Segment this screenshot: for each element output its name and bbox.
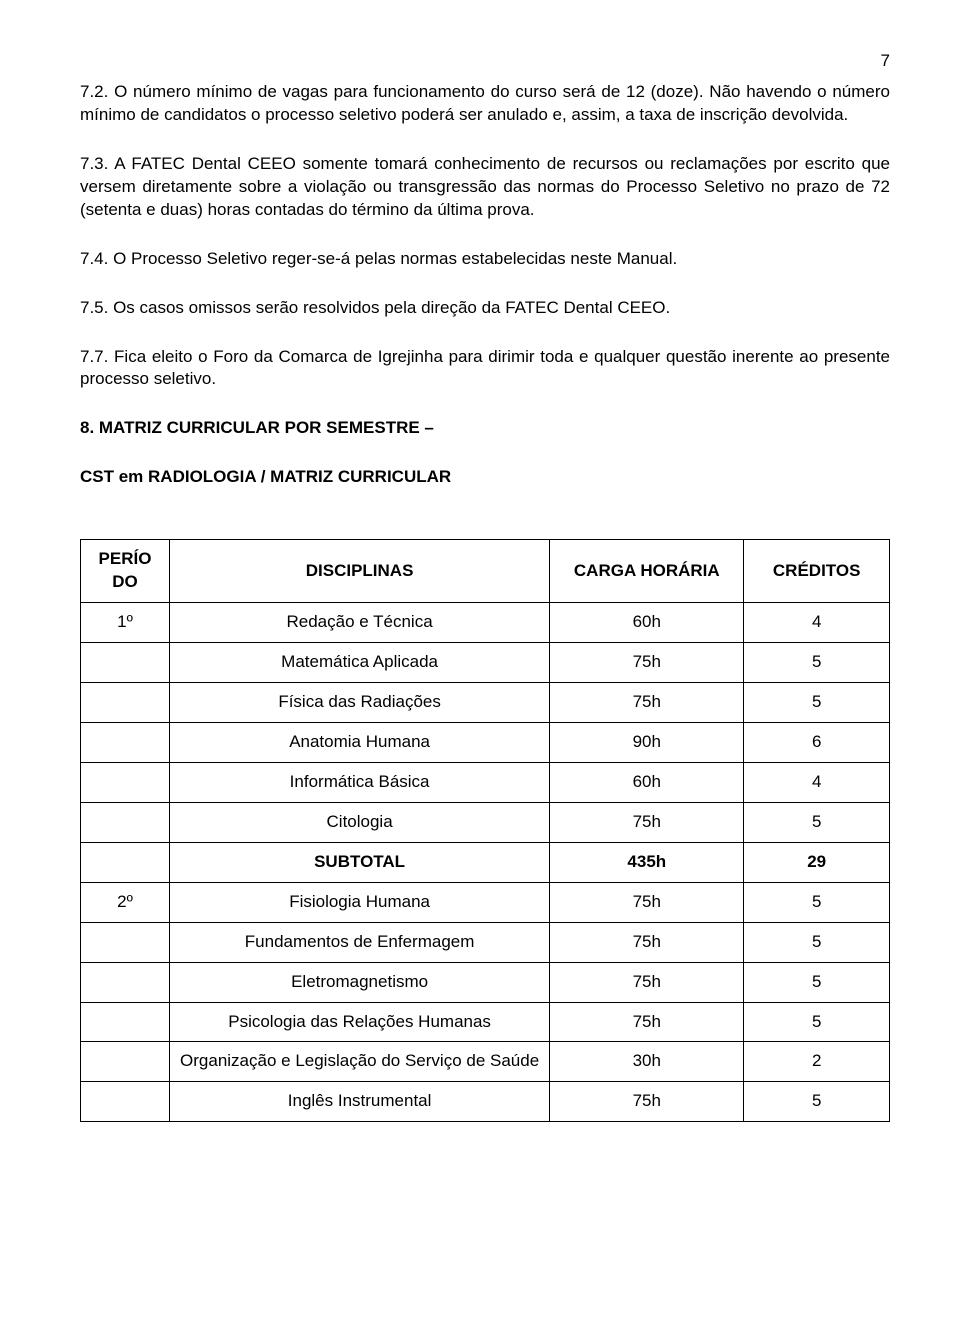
paragraph-7-2: 7.2. O número mínimo de vagas para funci… <box>80 81 890 127</box>
cell-disc: SUBTOTAL <box>169 842 549 882</box>
cell-periodo: 1º <box>81 603 170 643</box>
cell-periodo <box>81 762 170 802</box>
cell-cred: 4 <box>744 603 890 643</box>
cell-carga: 90h <box>550 722 744 762</box>
cell-carga: 75h <box>550 1002 744 1042</box>
cell-cred: 5 <box>744 962 890 1002</box>
table-body: 1ºRedação e Técnica60h4Matemática Aplica… <box>81 603 890 1122</box>
cell-cred: 6 <box>744 722 890 762</box>
cell-carga: 75h <box>550 882 744 922</box>
cell-disc: Anatomia Humana <box>169 722 549 762</box>
cell-periodo <box>81 922 170 962</box>
paragraph-7-4: 7.4. O Processo Seletivo reger-se-á pela… <box>80 248 890 271</box>
cell-disc: Citologia <box>169 802 549 842</box>
cell-carga: 60h <box>550 603 744 643</box>
cell-periodo <box>81 1082 170 1122</box>
table-row: Matemática Aplicada75h5 <box>81 643 890 683</box>
cell-carga: 75h <box>550 1082 744 1122</box>
cell-carga: 75h <box>550 643 744 683</box>
cell-periodo <box>81 1002 170 1042</box>
cell-periodo <box>81 683 170 723</box>
col-creditos: CRÉDITOS <box>744 540 890 603</box>
cell-cred: 5 <box>744 882 890 922</box>
cell-carga: 435h <box>550 842 744 882</box>
cell-periodo <box>81 842 170 882</box>
cell-disc: Eletromagnetismo <box>169 962 549 1002</box>
cell-periodo <box>81 802 170 842</box>
cell-disc: Física das Radiações <box>169 683 549 723</box>
cell-cred: 2 <box>744 1042 890 1082</box>
paragraph-7-3: 7.3. A FATEC Dental CEEO somente tomará … <box>80 153 890 222</box>
section-8-title: 8. MATRIZ CURRICULAR POR SEMESTRE – <box>80 417 890 440</box>
cell-disc: Fundamentos de Enfermagem <box>169 922 549 962</box>
cell-periodo <box>81 722 170 762</box>
table-row: Organização e Legislação do Serviço de S… <box>81 1042 890 1082</box>
table-row: SUBTOTAL435h29 <box>81 842 890 882</box>
cell-carga: 75h <box>550 683 744 723</box>
table-row: Eletromagnetismo75h5 <box>81 962 890 1002</box>
paragraph-7-5: 7.5. Os casos omissos serão resolvidos p… <box>80 297 890 320</box>
cell-carga: 75h <box>550 922 744 962</box>
cell-periodo <box>81 1042 170 1082</box>
cell-disc: Fisiologia Humana <box>169 882 549 922</box>
table-row: Física das Radiações75h5 <box>81 683 890 723</box>
cell-disc: Inglês Instrumental <box>169 1082 549 1122</box>
cell-cred: 29 <box>744 842 890 882</box>
col-disciplinas: DISCIPLINAS <box>169 540 549 603</box>
cell-cred: 5 <box>744 802 890 842</box>
table-row: Anatomia Humana90h6 <box>81 722 890 762</box>
cell-disc: Psicologia das Relações Humanas <box>169 1002 549 1042</box>
table-row: 2ºFisiologia Humana75h5 <box>81 882 890 922</box>
cell-disc: Matemática Aplicada <box>169 643 549 683</box>
cell-cred: 5 <box>744 683 890 723</box>
table-row: Inglês Instrumental75h5 <box>81 1082 890 1122</box>
cst-heading: CST em RADIOLOGIA / MATRIZ CURRICULAR <box>80 466 890 489</box>
table-row: Informática Básica60h4 <box>81 762 890 802</box>
cell-periodo: 2º <box>81 882 170 922</box>
cell-cred: 5 <box>744 1082 890 1122</box>
cell-periodo <box>81 962 170 1002</box>
table-row: Psicologia das Relações Humanas75h5 <box>81 1002 890 1042</box>
cell-carga: 60h <box>550 762 744 802</box>
table-row: Fundamentos de Enfermagem75h5 <box>81 922 890 962</box>
table-row: Citologia75h5 <box>81 802 890 842</box>
cell-disc: Redação e Técnica <box>169 603 549 643</box>
cell-disc: Organização e Legislação do Serviço de S… <box>169 1042 549 1082</box>
cell-cred: 5 <box>744 643 890 683</box>
table-header-row: PERÍO DO DISCIPLINAS CARGA HORÁRIA CRÉDI… <box>81 540 890 603</box>
cell-carga: 30h <box>550 1042 744 1082</box>
cell-cred: 5 <box>744 922 890 962</box>
cell-cred: 5 <box>744 1002 890 1042</box>
cell-carga: 75h <box>550 802 744 842</box>
cell-disc: Informática Básica <box>169 762 549 802</box>
page-number: 7 <box>80 50 890 73</box>
curriculum-table: PERÍO DO DISCIPLINAS CARGA HORÁRIA CRÉDI… <box>80 539 890 1122</box>
cell-periodo <box>81 643 170 683</box>
paragraph-7-7: 7.7. Fica eleito o Foro da Comarca de Ig… <box>80 346 890 392</box>
col-carga: CARGA HORÁRIA <box>550 540 744 603</box>
table-row: 1ºRedação e Técnica60h4 <box>81 603 890 643</box>
col-periodo: PERÍO DO <box>81 540 170 603</box>
cell-cred: 4 <box>744 762 890 802</box>
cell-carga: 75h <box>550 962 744 1002</box>
